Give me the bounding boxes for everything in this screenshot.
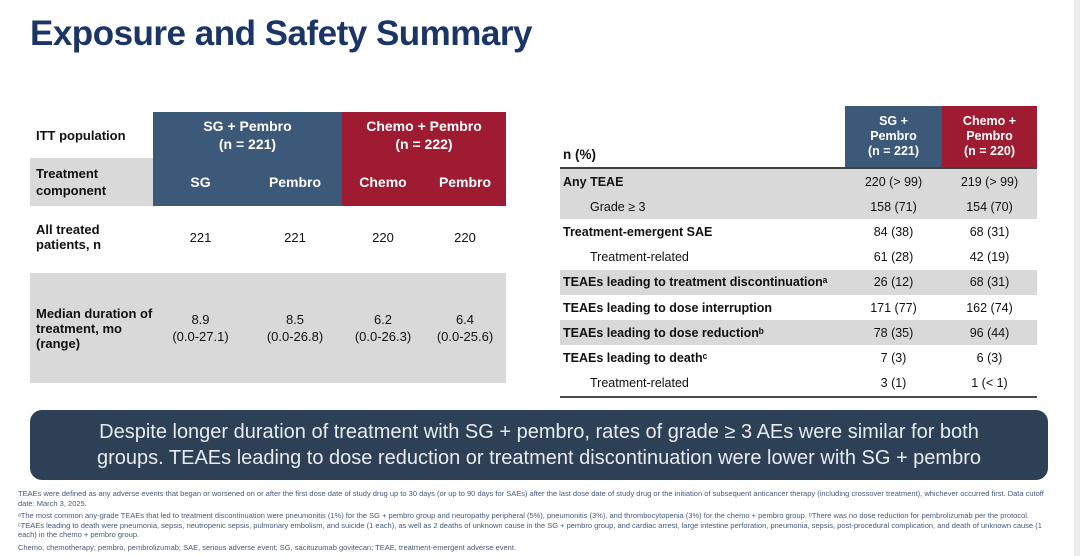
- row-label: Treatment-related: [590, 250, 689, 265]
- row-label: TEAEs leading to dose interruption: [563, 300, 773, 315]
- component-header-pembro-1: Pembro: [248, 158, 342, 206]
- footnote-definition: TEAEs were defined as any adverse events…: [18, 489, 1044, 508]
- table-row: TEAEs leading to dose reductionᵇ 78 (35) 9…: [560, 320, 1037, 346]
- footnote-superscripts: ᵃThe most common any-grade TEAEs that le…: [18, 511, 1042, 539]
- table-row: TEAEs leading to deathᶜ 7 (3) 6 (3): [560, 345, 1037, 370]
- row-value-sg-pembro: 26 (12): [873, 275, 914, 290]
- row-value: 221: [284, 229, 306, 245]
- table-row: Treatment-emergent SAE 84 (38) 68 (31): [560, 219, 1037, 244]
- table-row: Any TEAE 220 (> 99) 219 (> 99): [560, 169, 1037, 195]
- row-value-sg-pembro: 61 (28): [873, 250, 914, 265]
- row-value: 220: [372, 229, 394, 245]
- row-label: Grade ≥ 3: [590, 199, 646, 214]
- exposure-table-header: ITT population SG + Pembro (n = 221) Che…: [30, 112, 506, 206]
- summary-callout-text: Despite longer duration of treatment wit…: [97, 421, 981, 469]
- row-value-chemo-pembro: 162 (74): [966, 300, 1013, 315]
- screen-edge: [1074, 0, 1080, 556]
- row-value-sg-pembro: 84 (38): [873, 224, 914, 239]
- group-header-chemo-pembro: Chemo + Pembro (n = 222): [342, 112, 506, 158]
- group-header-chemo-pembro: Chemo + Pembro (n = 220): [942, 106, 1037, 167]
- row-value-chemo-pembro: 96 (44): [969, 325, 1010, 340]
- component-header-pembro-2: Pembro: [424, 158, 506, 206]
- page-title: Exposure and Safety Summary: [30, 14, 532, 53]
- row-value-sg-pembro: 220 (> 99): [864, 174, 923, 189]
- row-value-chemo-pembro: 68 (31): [969, 224, 1010, 239]
- header-n-percent: n (%): [563, 147, 596, 162]
- safety-table: n (%) SG + Pembro (n = 221) Chemo + Pemb…: [560, 106, 1037, 398]
- row-value-chemo-pembro: 1 (< 1): [971, 376, 1008, 391]
- table-row: Treatment-related 3 (1) 1 (< 1): [560, 371, 1037, 396]
- exposure-table: ITT population SG + Pembro (n = 221) Che…: [30, 112, 506, 386]
- table-row: All treated patients, n 221 221 220 220: [30, 209, 506, 265]
- table-row: TEAEs leading to treatment discontinuati…: [560, 269, 1037, 295]
- table-row: TEAEs leading to dose interruption 171 (7…: [560, 295, 1037, 320]
- component-header-chemo: Chemo: [342, 158, 424, 206]
- summary-callout: Despite longer duration of treatment wit…: [30, 410, 1048, 480]
- row-value: 6.4 (0.0-25.6): [436, 312, 494, 344]
- corner-label: ITT population: [36, 127, 126, 143]
- row-value-chemo-pembro: 219 (> 99): [960, 174, 1019, 189]
- row-label: All treated patients, n: [36, 222, 102, 252]
- table-row: Treatment-related 61 (28) 42 (19): [560, 245, 1037, 270]
- component-row-label: Treatment component: [30, 158, 153, 206]
- row-label: TEAEs leading to dose reductionᵇ: [563, 325, 764, 340]
- row-value-chemo-pembro: 68 (31): [969, 275, 1010, 290]
- row-value: 6.2 (0.0-26.3): [354, 312, 412, 344]
- row-value-sg-pembro: 158 (71): [870, 199, 917, 214]
- group-header-sg-pembro: SG + Pembro (n = 221): [153, 112, 342, 158]
- row-value: 220: [454, 229, 476, 245]
- row-value: 8.9 (0.0-27.1): [172, 312, 229, 344]
- row-value-sg-pembro: 3 (1): [880, 376, 907, 391]
- row-value-sg-pembro: 171 (77): [870, 300, 917, 315]
- table-divider: [30, 383, 506, 386]
- row-value-sg-pembro: 7 (3): [880, 350, 907, 365]
- row-label: Any TEAE: [563, 174, 624, 189]
- row-value: 221: [189, 229, 212, 245]
- row-value-chemo-pembro: 6 (3): [976, 350, 1003, 365]
- row-value: 8.5 (0.0-26.8): [266, 312, 324, 344]
- table-row: Grade ≥ 3 158 (71) 154 (70): [560, 194, 1037, 220]
- row-label: TEAEs leading to treatment discontinuati…: [563, 275, 828, 290]
- row-label: Median duration of treatment, mo (range): [36, 305, 153, 351]
- safety-table-header: n (%) SG + Pembro (n = 221) Chemo + Pemb…: [560, 106, 1037, 167]
- row-value-chemo-pembro: 154 (70): [966, 199, 1013, 214]
- group-header-sg-pembro: SG + Pembro (n = 221): [845, 106, 942, 167]
- footnote-abbreviations: Chemo, chemotherapy; pembro, pembrolizum…: [18, 542, 517, 552]
- footnotes: TEAEs were defined as any adverse events…: [18, 489, 1052, 555]
- component-header-sg: SG: [153, 158, 248, 206]
- row-label: TEAEs leading to deathᶜ: [563, 350, 708, 365]
- row-gap: [30, 265, 506, 273]
- row-label: Treatment-emergent SAE: [563, 224, 713, 239]
- row-label: Treatment-related: [590, 376, 689, 391]
- row-value-sg-pembro: 78 (35): [873, 325, 914, 340]
- row-value-chemo-pembro: 42 (19): [969, 250, 1010, 265]
- table-row: Median duration of treatment, mo (range)…: [30, 273, 506, 383]
- safety-table-body: Any TEAE 220 (> 99) 219 (> 99) Grade ≥ 3 158…: [560, 167, 1037, 398]
